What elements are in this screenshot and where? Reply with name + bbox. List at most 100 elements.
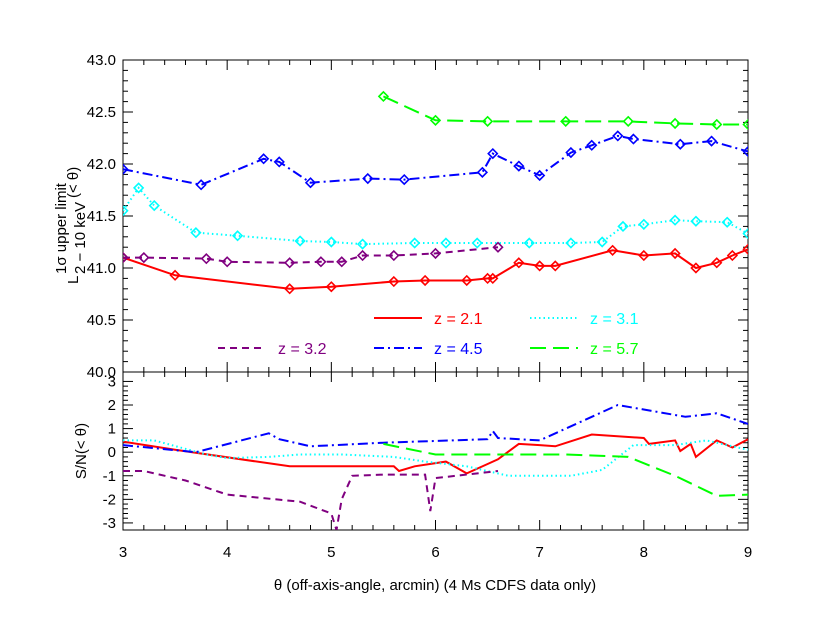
top-y-tick-label: 41.0 xyxy=(87,260,116,277)
top-series-marker-0 xyxy=(461,274,473,287)
y-axis-title-subscript: 2 − 10 keV xyxy=(72,202,89,274)
top-series-marker-1 xyxy=(440,237,452,249)
top-series-line-4 xyxy=(382,95,748,126)
top-series-marker-2 xyxy=(315,256,327,268)
top-series-marker-2 xyxy=(138,251,150,264)
x-tick-label: 7 xyxy=(535,544,543,561)
bottom-y-tick-label: -2 xyxy=(103,491,116,508)
bottom-series-line-1 xyxy=(123,439,748,477)
top-series-marker-3 xyxy=(627,133,640,145)
top-series-line-2 xyxy=(123,246,499,264)
top-series-marker-2 xyxy=(200,253,212,265)
top-series-marker-1 xyxy=(596,236,608,248)
top-series-marker-3 xyxy=(705,135,718,147)
bottom-y-axis-title: S/N(< θ) xyxy=(73,423,90,479)
top-series-marker-4 xyxy=(622,115,634,127)
top-series-marker-3 xyxy=(195,179,207,191)
top-series-marker-4 xyxy=(669,117,681,130)
top-series-marker-1 xyxy=(617,220,629,233)
bottom-y-tick-label: -1 xyxy=(103,468,116,485)
top-series-marker-2 xyxy=(388,249,400,262)
top-series-marker-1 xyxy=(409,237,421,249)
top-series-marker-1 xyxy=(638,218,650,230)
top-series-marker-1 xyxy=(742,228,748,240)
legend-label-1: z = 3.1 xyxy=(590,311,639,328)
bottom-y-tick-label: 3 xyxy=(108,373,116,390)
top-series-marker-2 xyxy=(429,247,442,260)
top-series-marker-0 xyxy=(669,247,681,260)
top-series-marker-2 xyxy=(221,256,233,268)
top-series-marker-3 xyxy=(513,160,525,172)
top-series-marker-3 xyxy=(487,147,499,160)
top-series-marker-3 xyxy=(257,153,270,165)
x-tick-label: 4 xyxy=(223,544,231,561)
x-tick-label: 5 xyxy=(327,544,335,561)
top-series-line-1 xyxy=(123,186,748,246)
top-series-marker-3 xyxy=(534,169,546,182)
bottom-y-tick-label: 0 xyxy=(108,444,116,461)
bottom-series-line-2 xyxy=(123,470,499,530)
top-y-axis-title: L 1σ upper limit 2 − 10 keV (< θ) xyxy=(53,167,89,284)
top-series-marker-2 xyxy=(336,256,348,268)
top-y-tick-label: 43.0 xyxy=(87,52,116,69)
top-series-marker-3 xyxy=(362,172,374,185)
top-series-marker-0 xyxy=(419,274,431,287)
top-series-marker-1 xyxy=(325,236,337,248)
legend-label-3: z = 4.5 xyxy=(434,341,483,358)
top-series-marker-4 xyxy=(377,90,390,103)
top-series-marker-4 xyxy=(481,115,494,127)
y-axis-title-main: L xyxy=(65,276,82,284)
top-series-line-3 xyxy=(123,134,748,186)
legend-label-4: z = 5.7 xyxy=(590,341,639,358)
bottom-series-line-3 xyxy=(123,403,748,454)
top-series-marker-1 xyxy=(690,215,702,227)
top-series-marker-1 xyxy=(721,216,733,228)
top-series-marker-2 xyxy=(123,251,129,264)
x-tick-label: 9 xyxy=(744,544,752,561)
bottom-y-tick-label: 2 xyxy=(108,397,116,414)
top-series-marker-0 xyxy=(742,243,748,255)
top-series-marker-2 xyxy=(492,241,504,253)
x-tick-label: 6 xyxy=(431,544,439,561)
top-series-line-0 xyxy=(123,248,748,290)
top-series-marker-3 xyxy=(565,146,577,159)
bottom-y-tick-label: 1 xyxy=(108,421,116,438)
bottom-series-line-0 xyxy=(123,433,748,475)
top-series-marker-1 xyxy=(148,199,160,212)
top-series-marker-3 xyxy=(398,173,410,186)
top-series-marker-0 xyxy=(638,249,650,262)
bottom-y-tick-label: -3 xyxy=(103,515,116,532)
top-series-marker-3 xyxy=(612,130,624,142)
bottom-panel-frame xyxy=(122,371,749,531)
top-series-marker-3 xyxy=(123,163,129,175)
top-series-marker-0 xyxy=(726,249,739,262)
top-series-group xyxy=(123,90,748,295)
top-series-marker-2 xyxy=(356,249,369,262)
top-series-marker-1 xyxy=(231,230,244,242)
top-series-marker-0 xyxy=(549,260,561,272)
top-series-marker-0 xyxy=(534,260,546,272)
top-series-marker-1 xyxy=(190,227,202,239)
top-series-marker-0 xyxy=(284,283,296,295)
top-y-tick-label: 40.0 xyxy=(87,364,116,381)
top-series-marker-1 xyxy=(294,235,306,247)
top-series-marker-1 xyxy=(669,214,681,226)
x-axis-title: θ (off-axis-angle, arcmin) (4 Ms CDFS da… xyxy=(274,577,596,594)
legend-label-0: z = 2.1 xyxy=(434,311,483,328)
top-series-marker-0 xyxy=(325,281,337,293)
top-y-tick-label: 40.5 xyxy=(87,312,116,329)
top-y-tick-label: 42.5 xyxy=(87,104,116,121)
top-series-marker-3 xyxy=(476,166,489,178)
top-series-marker-4 xyxy=(711,118,723,131)
top-series-marker-0 xyxy=(690,262,702,274)
top-series-marker-0 xyxy=(513,257,525,269)
top-series-marker-0 xyxy=(169,269,181,281)
bottom-series-group xyxy=(123,403,748,530)
top-series-marker-3 xyxy=(674,138,686,150)
top-series-marker-3 xyxy=(273,156,285,168)
top-series-marker-4 xyxy=(560,115,572,127)
top-series-marker-0 xyxy=(711,257,723,269)
top-series-marker-0 xyxy=(487,272,499,285)
top-series-marker-1 xyxy=(132,182,145,194)
